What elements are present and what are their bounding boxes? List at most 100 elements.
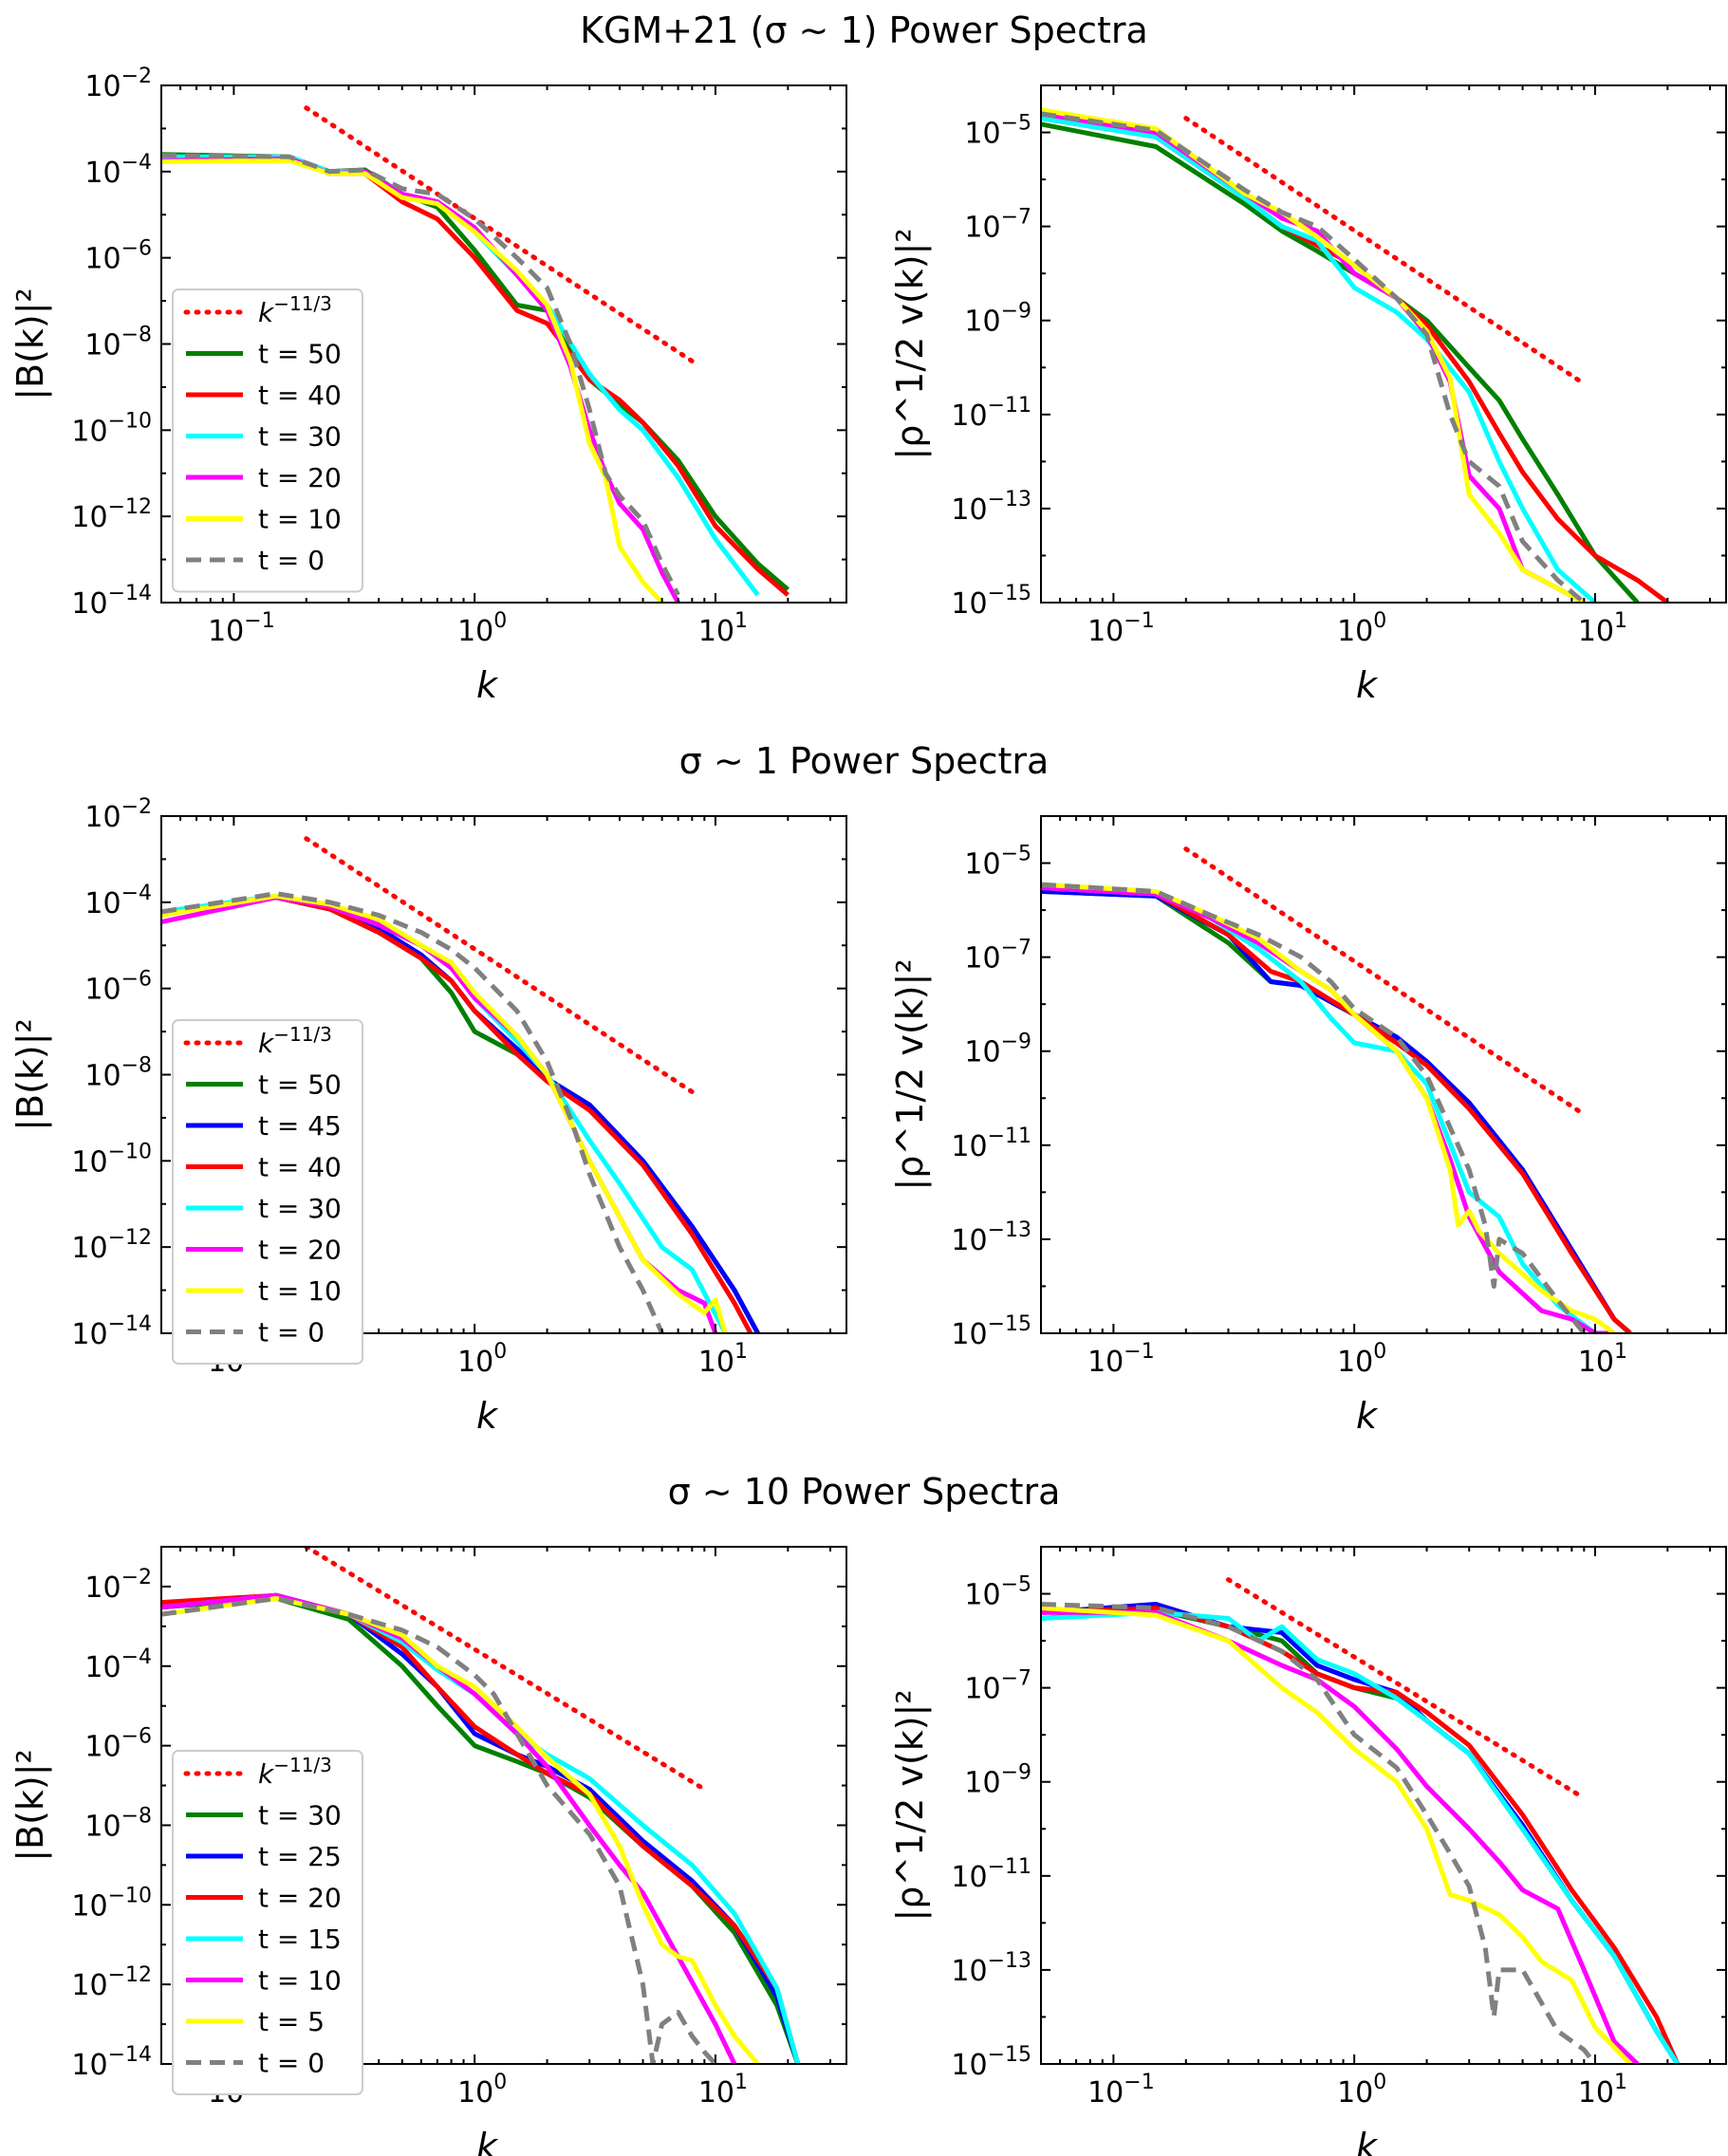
x-tick-label: 10−1	[1087, 1340, 1155, 1379]
series-line-t15	[1041, 1609, 1680, 2064]
plot-frame	[160, 1546, 847, 2065]
y-tick-label: 10−15	[951, 1312, 1031, 1351]
y-tick-label: 10−7	[964, 937, 1031, 976]
y-tick-label: 10−4	[84, 151, 152, 190]
legend-label: t = 10	[258, 1275, 342, 1307]
series-line-t30	[161, 1596, 801, 2064]
row-title-2: σ ∼ 1 Power Spectra	[678, 740, 1050, 782]
y-tick-label: 10−11	[951, 1855, 1031, 1894]
series-line-t20	[1041, 885, 1614, 1333]
series-line-t40	[161, 895, 753, 1333]
x-tick-label: 101	[698, 609, 748, 648]
x-axis-label: k	[476, 664, 499, 706]
legend-label: t = 0	[258, 545, 325, 576]
x-axis-label: k	[1356, 2126, 1379, 2156]
y-tick-label: 10−11	[951, 1124, 1031, 1163]
y-tick-label: 10−4	[84, 882, 152, 920]
y-tick-label: 10−12	[71, 1226, 152, 1265]
y-tick-label: 10−9	[964, 300, 1031, 339]
legend-label: t = 0	[258, 1317, 325, 1348]
y-tick-label: 10−9	[964, 1761, 1031, 1800]
y-tick-label: 10−10	[71, 409, 152, 448]
plot-frame	[1040, 1546, 1727, 2065]
series-line-t0	[1041, 111, 1586, 603]
y-tick-label: 10−7	[964, 1667, 1031, 1706]
x-tick-label: 101	[698, 2071, 748, 2110]
plot-frame	[1040, 84, 1727, 604]
chart-row1-B: 10−1 100 101 10−14 10−12 10−10 10−8 10−6 10−4 10−…	[9, 65, 847, 706]
legend-label: t = 30	[258, 1800, 342, 1831]
y-tick-label: 10−2	[84, 795, 152, 834]
y-tick-label: 10−13	[951, 1218, 1031, 1257]
series-line-t20	[1041, 111, 1586, 603]
x-tick-label: 100	[1337, 2071, 1386, 2110]
y-axis-label: |ρ^1/2 v(k)|²	[889, 1689, 932, 1921]
x-tick-label: 100	[457, 1340, 507, 1379]
legend-label: t = 10	[258, 1965, 342, 1997]
x-tick-label: 101	[1578, 609, 1627, 648]
series-line-t10	[1041, 1609, 1640, 2064]
legend-box	[172, 1019, 363, 1365]
y-tick-label: 10−14	[71, 1312, 152, 1351]
x-tick-label: 10−1	[208, 609, 275, 648]
y-tick-label: 10−14	[71, 2043, 152, 2082]
reference-slope-line	[304, 105, 695, 364]
reference-slope-line	[304, 836, 695, 1095]
y-tick-label: 10−12	[71, 495, 152, 534]
y-tick-label: 10−2	[84, 1566, 152, 1605]
x-tick-label: 100	[1337, 609, 1386, 648]
legend-label: t = 50	[258, 1069, 342, 1101]
y-axis-label: |B(k)|²	[9, 1018, 52, 1131]
x-axis-label: k	[1356, 664, 1379, 706]
y-tick-label: 10−2	[84, 65, 152, 103]
chart-row2-V: 10−1 100 101 10−15 10−13 10−11 10−9 10−7 10−5 k |ρ…	[889, 815, 1727, 1437]
reference-slope-line	[1183, 846, 1587, 1117]
y-tick-label: 10−4	[84, 1645, 152, 1684]
x-tick-label: 100	[457, 609, 507, 648]
legend-box	[172, 288, 363, 593]
x-axis-label: k	[476, 1395, 499, 1437]
y-tick-label: 10−15	[951, 2043, 1031, 2082]
x-axis-label: k	[1356, 1395, 1379, 1437]
x-tick-label: 100	[457, 2071, 507, 2110]
reference-slope-line	[1225, 1577, 1587, 1801]
y-tick-label: 10−6	[84, 237, 152, 276]
series-line-t10	[1041, 882, 1616, 1333]
y-tick-label: 10−13	[951, 1949, 1031, 1988]
y-tick-label: 10−5	[964, 843, 1031, 882]
series-line-t0	[1041, 882, 1587, 1333]
y-tick-label: 10−8	[84, 1804, 152, 1843]
row-title-1: KGM+21 (σ ∼ 1) Power Spectra	[580, 9, 1148, 51]
series-line-t50	[1041, 888, 1632, 1333]
reference-slope-line	[1183, 116, 1587, 386]
legend-label: t = 20	[258, 462, 342, 493]
y-tick-label: 10−6	[84, 968, 152, 1007]
legend-label: t = 5	[258, 2006, 325, 2037]
legend-label: t = 15	[258, 1924, 342, 1955]
series-line-t10	[1041, 107, 1586, 603]
y-tick-label: 10−5	[964, 112, 1031, 151]
reference-slope-line	[304, 1547, 707, 1793]
plot-frame	[1040, 815, 1727, 1334]
x-tick-label: 101	[698, 1340, 748, 1379]
x-axis-label: k	[476, 2126, 499, 2156]
y-axis-label: |B(k)|²	[9, 1749, 52, 1862]
legend-box	[172, 1750, 363, 2095]
row-title-3: σ ∼ 10 Power Spectra	[667, 1471, 1061, 1513]
x-tick-label: 10−1	[1087, 2071, 1155, 2110]
y-tick-label: 10−7	[964, 206, 1031, 245]
y-tick-label: 10−11	[951, 394, 1031, 433]
legend-label: t = 25	[258, 1841, 342, 1872]
legend-label: t = 40	[258, 380, 342, 411]
x-tick-label: 101	[1578, 1340, 1627, 1379]
y-tick-label: 10−10	[71, 1884, 152, 1923]
series-line-t45	[1041, 888, 1632, 1333]
legend-label: t = 30	[258, 421, 342, 453]
legend-label: t = 20	[258, 1883, 342, 1914]
legend-label: t = 0	[258, 2048, 325, 2079]
y-tick-label: 10−10	[71, 1140, 152, 1179]
series-line-t30	[1041, 116, 1597, 603]
series-line-t0	[161, 153, 680, 597]
